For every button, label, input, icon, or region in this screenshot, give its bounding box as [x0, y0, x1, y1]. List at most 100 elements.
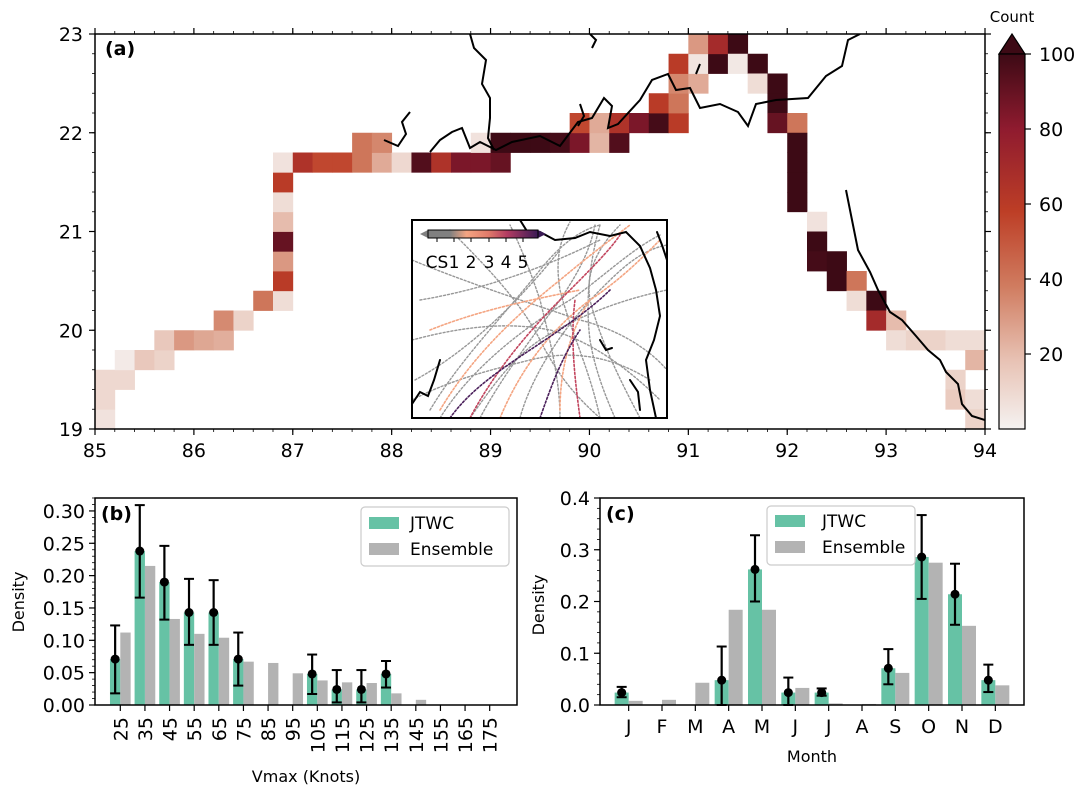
heatmap-cell	[391, 152, 412, 173]
x-tick-label: J	[792, 716, 799, 738]
bar-ensemble	[962, 625, 976, 705]
heatmap-cell	[846, 271, 867, 292]
panel-b-ylabel: Density	[9, 572, 28, 633]
legend-label-ensemble: Ensemble	[410, 540, 493, 560]
jtwc-point	[783, 688, 793, 698]
heatmap-cell	[787, 113, 808, 134]
bar-ensemble	[928, 562, 943, 705]
heatmap-cell	[609, 132, 630, 153]
jtwc-point	[159, 577, 169, 587]
x-tick-label: 93	[874, 440, 898, 462]
x-tick-label: 90	[577, 440, 601, 462]
legend-label-ensemble: Ensemble	[822, 538, 905, 558]
x-tick-label: O	[921, 716, 936, 738]
x-tick-label: 95	[283, 717, 305, 741]
y-tick-label: 21	[59, 222, 83, 244]
bar-ensemble	[292, 673, 304, 705]
heatmap-cell	[708, 53, 729, 74]
heatmap-cell	[747, 73, 768, 94]
heatmap-cell	[312, 152, 333, 173]
inset-colorbar-label-cs: CS	[426, 253, 449, 273]
x-tick-label: 86	[182, 440, 206, 462]
panel-c-error-bars	[616, 514, 994, 706]
bar-ensemble	[628, 700, 643, 705]
heatmap-cell	[945, 330, 966, 351]
y-tick-label: 0.05	[43, 663, 85, 685]
bar-ensemble	[391, 693, 402, 705]
bar-ensemble	[169, 618, 180, 705]
heatmap-cell	[688, 34, 709, 55]
bar-jtwc	[748, 569, 762, 705]
x-tick-label: 75	[233, 717, 255, 741]
x-tick-label: 87	[281, 440, 305, 462]
x-tick-label: 94	[973, 440, 997, 462]
legend-swatch-ensemble	[775, 541, 805, 553]
jtwc-point	[356, 684, 366, 694]
heatmap-cell	[945, 369, 966, 390]
heatmap-cell	[668, 53, 689, 74]
jtwc-point	[381, 669, 391, 679]
x-tick-label: 25	[110, 717, 132, 741]
legend-swatch-jtwc	[369, 517, 399, 529]
heatmap-cell	[371, 152, 393, 173]
bar-ensemble	[194, 633, 205, 705]
heatmap-cell	[510, 132, 531, 153]
y-tick-label: 0.1	[560, 643, 590, 665]
y-tick-label: 0.00	[43, 695, 85, 717]
y-tick-label: 0.0	[560, 695, 590, 717]
heatmap-cell	[273, 231, 294, 252]
jtwc-point	[233, 654, 243, 664]
heatmap-cell	[431, 152, 452, 173]
heatmap-cell	[787, 152, 808, 173]
heatmap-cell	[648, 93, 669, 114]
x-tick-label: 91	[676, 440, 700, 462]
heatmap-cell	[273, 251, 294, 272]
heatmap-cell	[174, 330, 195, 351]
jtwc-point	[184, 607, 194, 617]
bar-jtwc	[134, 551, 145, 705]
x-tick-label: 55	[184, 717, 206, 741]
heatmap-cell	[95, 369, 116, 390]
jtwc-point	[883, 663, 893, 673]
x-tick-label: 125	[357, 717, 379, 753]
bar-ensemble	[218, 637, 230, 705]
heatmap-cell	[727, 53, 749, 74]
colorbar-tick-label: 40	[1039, 269, 1063, 291]
x-tick-label: 45	[160, 717, 182, 741]
colorbar-tick-label: 100	[1039, 44, 1075, 66]
inset-colorbar-label-5: 5	[518, 253, 529, 273]
x-tick-label: 145	[406, 717, 428, 753]
heatmap-cell	[886, 330, 907, 351]
heatmap-cell	[767, 93, 788, 114]
heatmap-cell	[826, 271, 847, 292]
heatmap-cell	[629, 113, 650, 134]
x-tick-label: 65	[209, 717, 231, 741]
inset-colorbar-label-4: 4	[501, 253, 512, 273]
heatmap-cell	[787, 172, 808, 193]
heatmap-cell	[905, 330, 927, 351]
x-tick-label: 175	[480, 717, 502, 753]
panel-a-label: (a)	[105, 38, 135, 60]
heatmap-cell	[589, 113, 610, 134]
heatmap-cell	[866, 310, 887, 331]
heatmap-cell	[965, 350, 985, 371]
heatmap-cell	[965, 389, 985, 410]
bar-jtwc	[159, 582, 170, 705]
heatmap-cell	[688, 73, 709, 94]
bar-jtwc	[614, 692, 629, 705]
panel-c-xlabel: Month	[787, 747, 837, 766]
y-tick-label: 20	[59, 320, 83, 342]
colorbar-tick-label: 20	[1039, 344, 1063, 366]
heatmap-cell	[490, 132, 511, 153]
x-tick-label: J	[625, 716, 632, 738]
heatmap-cell	[648, 113, 669, 134]
x-tick-label: M	[754, 716, 770, 738]
heatmap-cell	[846, 290, 867, 311]
x-tick-label: 85	[258, 717, 280, 741]
jtwc-point	[110, 654, 120, 664]
colorbar-ramp	[998, 53, 1026, 430]
x-tick-label: 165	[455, 717, 477, 753]
bar-jtwc	[881, 668, 896, 705]
panel-b-xlabel: Vmax (Knots)	[252, 767, 360, 786]
